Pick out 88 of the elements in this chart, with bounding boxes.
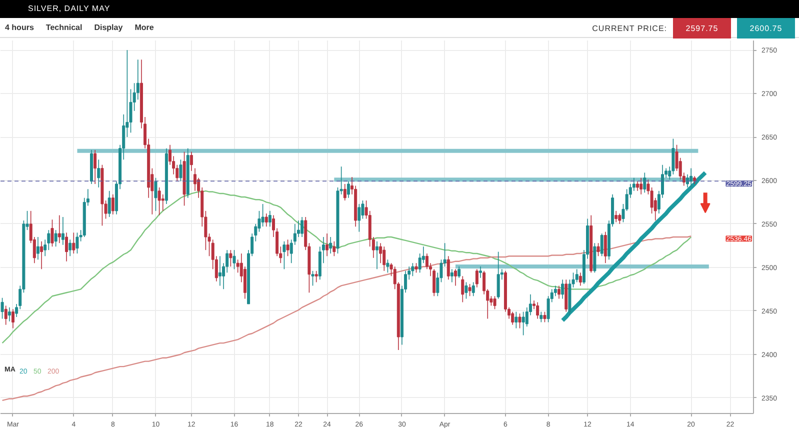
candlestick	[190, 151, 193, 172]
candlestick	[311, 270, 314, 286]
candlestick	[522, 311, 525, 336]
text: Display	[94, 23, 123, 32]
candlestick	[300, 216, 304, 238]
candlestick	[314, 270, 318, 283]
candlestick	[414, 262, 418, 274]
candlestick	[558, 285, 561, 300]
candlestick	[218, 256, 222, 286]
candlestick	[461, 276, 464, 303]
candlestick	[54, 230, 58, 247]
candlestick	[640, 177, 643, 195]
candlestick	[286, 239, 290, 257]
candlestick	[8, 307, 11, 322]
text: 2597.75	[673, 18, 731, 40]
candlestick	[386, 259, 390, 274]
candlestick	[94, 150, 97, 184]
candlestick	[65, 232, 68, 262]
candlestick	[450, 268, 454, 283]
candlestick	[108, 190, 111, 218]
candlestick	[540, 311, 543, 323]
candlestick	[76, 232, 79, 254]
candlestick	[282, 240, 286, 270]
candlestick	[4, 305, 8, 326]
text: 2600.75	[737, 18, 795, 40]
candlestick	[158, 187, 161, 216]
candlestick	[58, 214, 61, 244]
candlestick	[36, 236, 40, 260]
candlestick	[518, 313, 522, 329]
candlestick	[604, 231, 607, 264]
candlestick	[618, 213, 622, 224]
candlestick	[514, 311, 518, 329]
candlestick	[458, 266, 461, 278]
candlestick	[72, 232, 76, 254]
candlestick	[136, 59, 140, 100]
candlestick	[358, 204, 361, 232]
text: CURRENT PRICE:	[592, 24, 667, 33]
candlestick	[376, 240, 378, 270]
candlestick	[346, 180, 350, 198]
candlestick	[493, 296, 496, 310]
candlestick	[329, 236, 332, 254]
text: Technical	[46, 23, 82, 32]
candlestick	[446, 256, 450, 280]
candlestick	[464, 282, 468, 300]
candlestick	[543, 311, 546, 323]
candlestick	[411, 262, 414, 277]
candlestick	[232, 250, 236, 270]
candlestick	[475, 268, 478, 288]
candlestick	[382, 246, 386, 272]
candlestick	[511, 311, 514, 326]
candlestick	[229, 250, 232, 267]
candlestick	[0, 297, 4, 320]
candlestick	[575, 268, 578, 283]
candlestick	[454, 268, 458, 286]
candlestick	[50, 219, 54, 247]
candlestick	[496, 251, 500, 300]
candlestick	[343, 184, 346, 201]
candlestick	[332, 240, 336, 257]
candlestick	[690, 168, 693, 188]
chart-title: SILVER, DAILY MAY	[0, 0, 799, 18]
candlestick	[97, 159, 100, 188]
candlestick	[536, 302, 540, 320]
candlestick	[578, 272, 582, 286]
line-series	[560, 170, 708, 322]
candlestick	[636, 180, 640, 192]
candlestick	[472, 282, 475, 297]
text: More	[134, 23, 154, 32]
candlestick	[11, 308, 14, 329]
candlestick	[643, 172, 646, 194]
candlestick	[68, 239, 72, 257]
candlestick	[468, 284, 472, 297]
candlestick	[596, 242, 600, 257]
candlestick	[111, 194, 114, 215]
candlestick	[264, 213, 268, 227]
candlestick	[600, 233, 604, 257]
candlestick	[478, 266, 482, 278]
candlestick	[161, 194, 164, 212]
candlestick	[154, 177, 158, 212]
candlestick	[40, 240, 44, 270]
candlestick	[614, 210, 618, 223]
candlestick	[236, 259, 240, 274]
candlestick	[179, 159, 182, 182]
candlestick	[61, 216, 64, 246]
candlestick	[268, 210, 272, 227]
line-series	[2, 236, 692, 402]
candlestick	[561, 279, 564, 300]
candlestick	[326, 233, 329, 257]
text: 4 hours	[5, 23, 34, 32]
